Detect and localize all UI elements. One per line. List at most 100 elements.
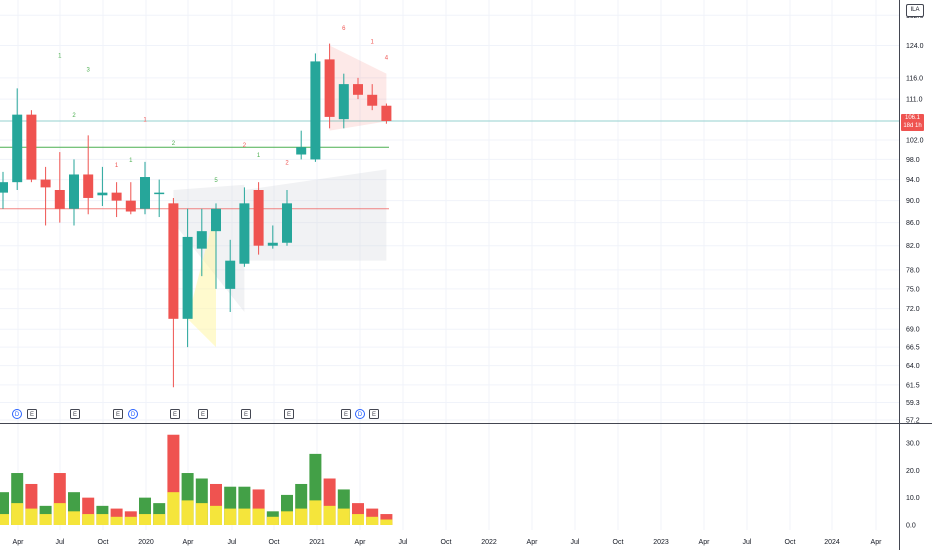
candle[interactable] [367,84,378,111]
candle[interactable] [282,189,292,246]
volume-bar[interactable] [96,505,109,525]
candle[interactable] [168,197,179,388]
candle[interactable] [26,110,37,183]
candle-body [239,203,250,264]
volume-layer[interactable] [0,434,393,526]
volume-bar[interactable] [124,511,137,525]
event-label: D [358,412,363,418]
time-axis-label: 2023 [653,539,669,546]
candle[interactable] [253,182,264,255]
dividend-marker[interactable]: D [12,409,22,419]
candle[interactable] [125,182,136,215]
candle[interactable] [338,73,349,129]
volume-bar[interactable] [82,497,95,525]
volume-axis-label: 10.0 [906,495,920,502]
candle[interactable] [267,225,278,249]
candle-body [282,203,292,243]
last-price-tag: 106.1 18d 1h [901,114,924,131]
candle[interactable] [353,77,363,100]
candle[interactable] [324,43,335,129]
volume-bar[interactable] [323,478,336,526]
earnings-marker[interactable]: E [284,409,294,419]
earnings-marker[interactable]: E [70,409,80,419]
counter-label: 2 [243,143,247,149]
time-axis[interactable]: Apr Jul Oct 2020 Apr Jul Oct 2021 Apr Jul Oct 2022 A… [13,539,883,546]
volume-bar[interactable] [281,494,293,525]
volume-bar[interactable] [210,483,222,525]
price-axis[interactable]: 132.0124.0116.0111.0102.098.094.090.086.… [906,13,924,425]
candle[interactable] [182,208,193,348]
symbol-badge[interactable]: ILA [906,4,924,17]
volume-bar[interactable] [352,503,364,525]
candle[interactable] [225,239,236,313]
volume-bar-base [124,516,137,525]
dividend-marker[interactable]: D [128,409,138,419]
event-label: D [131,412,136,418]
volume-bar[interactable] [366,508,379,525]
candle[interactable] [140,161,150,215]
volume-bar[interactable] [309,453,322,525]
volume-bar[interactable] [25,483,38,525]
candle[interactable] [381,103,392,124]
volume-bar-base [167,492,180,525]
pane-separator[interactable] [0,423,932,424]
volume-bar[interactable] [139,497,151,525]
volume-bar[interactable] [11,473,24,525]
candle[interactable] [83,135,94,215]
earnings-marker[interactable]: E [198,409,208,419]
candle[interactable] [69,159,79,226]
volume-bar[interactable] [252,489,265,525]
volume-axis-label: 30.0 [906,440,920,447]
candle[interactable] [211,203,221,289]
candle-body [267,242,278,246]
volume-bar[interactable] [53,473,66,525]
volume-bar[interactable] [337,489,350,525]
price-axis-label: 64.0 [906,363,920,370]
price-axis-label: 124.0 [906,43,924,50]
volume-bar[interactable] [0,492,9,525]
candle[interactable] [12,88,23,190]
earnings-marker[interactable]: E [369,409,379,419]
candle[interactable] [154,179,165,218]
volume-bar-base [0,514,9,525]
volume-bar[interactable] [181,473,194,525]
volume-bar[interactable] [295,483,308,525]
volume-bar[interactable] [167,434,180,525]
candle[interactable] [97,166,108,207]
candle-layer[interactable] [0,43,392,388]
counter-label: 2 [285,160,289,166]
candle[interactable] [310,53,321,162]
volume-bar[interactable] [195,478,208,526]
volume-bar-base [153,514,166,525]
earnings-marker[interactable]: E [241,409,251,419]
volume-bar[interactable] [68,492,80,525]
volume-bar[interactable] [39,505,52,525]
volume-bar[interactable] [153,503,166,525]
candle[interactable] [40,166,51,226]
earnings-marker[interactable]: E [170,409,180,419]
earnings-marker[interactable]: E [113,409,123,419]
candle[interactable] [0,171,8,209]
candle[interactable] [239,187,250,267]
event-label: E [30,412,34,418]
candle[interactable] [196,208,207,277]
candle[interactable] [111,182,122,218]
volume-bar[interactable] [380,514,393,525]
counter-label: 4 [385,55,389,61]
volume-axis[interactable]: 30.0 20.0 10.0 0.0 [906,440,920,529]
earnings-marker[interactable]: E [27,409,37,419]
volume-bar[interactable] [224,486,237,525]
volume-bar[interactable] [238,486,251,525]
volume-bar[interactable] [110,508,123,525]
volume-bar[interactable] [266,511,279,525]
volume-bar-base [380,519,393,525]
earnings-marker[interactable]: E [341,409,351,419]
candle[interactable] [54,152,65,223]
dividend-marker[interactable]: D [355,409,365,419]
last-price-value: 106.1 [904,115,920,121]
price-axis-label: 66.5 [906,345,920,352]
candle[interactable] [296,130,307,160]
